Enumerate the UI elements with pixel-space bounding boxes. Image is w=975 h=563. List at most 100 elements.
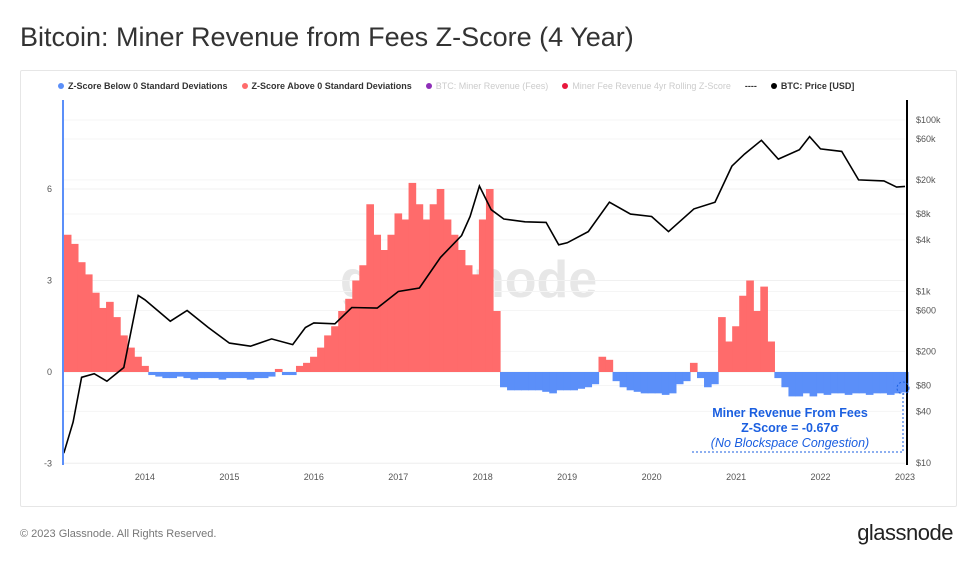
- zscore-bar-below: [711, 372, 719, 385]
- legend-dot-icon: [770, 83, 777, 89]
- x-tick-label: 2019: [557, 472, 577, 482]
- x-tick-label: 2020: [642, 472, 662, 482]
- zscore-bar-below: [232, 372, 241, 379]
- zscore-bar-above: [746, 280, 754, 372]
- x-tick-label: 2021: [726, 472, 746, 482]
- zscore-bar-above: [485, 189, 494, 372]
- zscore-bar-below: [640, 372, 649, 394]
- x-tick-label: 2022: [811, 472, 831, 482]
- zscore-bar-below: [211, 372, 220, 379]
- y-left-tick-label: 0: [47, 367, 52, 377]
- zscore-bar-below: [823, 372, 832, 395]
- zscore-bar-above: [387, 234, 396, 372]
- zscore-bar-below: [225, 372, 234, 379]
- legend-item[interactable]: Z-Score Above 0 Standard Deviations: [241, 81, 412, 91]
- zscore-bar-below: [535, 372, 543, 391]
- zscore-bar-below: [668, 372, 677, 394]
- zscore-bar-below: [837, 372, 846, 394]
- zscore-bar-below: [788, 372, 797, 397]
- x-tick-label: 2018: [473, 472, 493, 482]
- zscore-bar-above: [303, 362, 311, 372]
- zscore-bar-above: [443, 219, 452, 372]
- y-right-tick-label: $10: [916, 458, 931, 468]
- zscore-bar-above: [352, 280, 360, 372]
- zscore-bar-below: [781, 372, 790, 388]
- zscore-bar-above: [113, 317, 121, 372]
- zscore-bar-below: [809, 372, 818, 397]
- zscore-bar-above: [91, 292, 100, 372]
- zscore-bar-below: [886, 372, 895, 395]
- y-right-tick-label: $4k: [916, 235, 931, 245]
- zscore-bar-below: [704, 372, 712, 388]
- zscore-bar-above: [106, 301, 114, 372]
- legend-dot-icon: [241, 83, 248, 89]
- zscore-bar-below: [281, 372, 290, 376]
- zscore-bar-below: [514, 372, 522, 391]
- x-tick-label: 2023: [895, 472, 915, 482]
- zscore-bar-above: [436, 189, 445, 372]
- zscore-bar-above: [394, 213, 403, 372]
- zscore-bar-below: [521, 372, 529, 391]
- zscore-bar-below: [542, 372, 550, 392]
- zscore-bar-below: [563, 372, 571, 391]
- page-title: Bitcoin: Miner Revenue from Fees Z-Score…: [20, 22, 634, 52]
- zscore-bar-below: [190, 372, 199, 380]
- zscore-bar-below: [865, 372, 874, 395]
- annotation-line1: Miner Revenue From Fees: [712, 406, 868, 420]
- y-right-tick-label: $200: [916, 346, 936, 356]
- zscore-bar-below: [872, 372, 881, 394]
- y-right-tick-label: $100k: [916, 115, 941, 125]
- y-left-tick-label: 6: [47, 184, 52, 194]
- zscore-bar-below: [682, 372, 691, 382]
- zscore-bar-below: [162, 372, 170, 379]
- legend-item[interactable]: BTC: Miner Revenue (Fees): [425, 81, 548, 91]
- legend-label: ----: [744, 81, 757, 91]
- legend-item[interactable]: ----: [745, 81, 757, 91]
- zscore-bar-above: [274, 368, 283, 372]
- zscore-bar-above: [753, 311, 761, 372]
- zscore-bar-below: [844, 372, 853, 395]
- zscore-bar-below: [654, 372, 663, 394]
- zscore-bar-above: [478, 219, 487, 372]
- zscore-bar-above: [725, 341, 733, 372]
- y-right-tick-label: $600: [916, 306, 936, 316]
- zscore-bar-above: [471, 274, 480, 372]
- zscore-annotation: Miner Revenue From Fees Z-Score = -0.67σ…: [690, 406, 890, 451]
- zscore-bar-below: [851, 372, 860, 394]
- zscore-bar-below: [633, 372, 642, 392]
- annotation-marker: [896, 381, 910, 395]
- zscore-bar-below: [246, 372, 255, 380]
- zscore-bar-above: [429, 204, 438, 372]
- zscore-bar-below: [661, 372, 670, 395]
- y-right-tick-label: $8k: [916, 209, 931, 219]
- chart-legend: Z-Score Below 0 Standard Deviations Z-Sco…: [58, 81, 854, 91]
- zscore-bar-below: [218, 372, 227, 380]
- zscore-bar-above: [373, 234, 382, 372]
- zscore-bar-below: [239, 372, 248, 379]
- zscore-bar-below: [830, 372, 839, 394]
- zscore-bar-above: [317, 347, 325, 372]
- legend-item[interactable]: Miner Fee Revenue 4yr Rolling Z-Score: [562, 81, 731, 91]
- zscore-bar-above: [331, 326, 339, 372]
- zscore-bar-below: [204, 372, 213, 379]
- zscore-bar-above: [605, 359, 614, 372]
- zscore-bar-above: [310, 356, 318, 372]
- zscore-bar-above: [598, 356, 607, 372]
- zscore-bar-below: [816, 372, 825, 394]
- x-tick-label: 2015: [219, 472, 239, 482]
- zscore-bar-below: [696, 372, 705, 379]
- zscore-bar-below: [893, 372, 902, 394]
- zscore-bar-below: [176, 372, 185, 377]
- zscore-bar-below: [858, 372, 867, 394]
- zscore-bar-below: [774, 372, 783, 379]
- zscore-bar-above: [739, 295, 747, 372]
- zscore-bar-below: [626, 372, 635, 391]
- zscore-bar-below: [507, 372, 515, 391]
- zscore-bar-below: [795, 372, 804, 397]
- y-right-tick-label: $1k: [916, 287, 931, 297]
- zscore-bar-above: [767, 341, 775, 372]
- zscore-bar-below: [169, 372, 178, 379]
- legend-item[interactable]: BTC: Price [USD]: [770, 81, 854, 91]
- legend-item[interactable]: Z-Score Below 0 Standard Deviations: [58, 81, 228, 91]
- annotation-line3: (No Blockspace Congestion): [710, 436, 870, 450]
